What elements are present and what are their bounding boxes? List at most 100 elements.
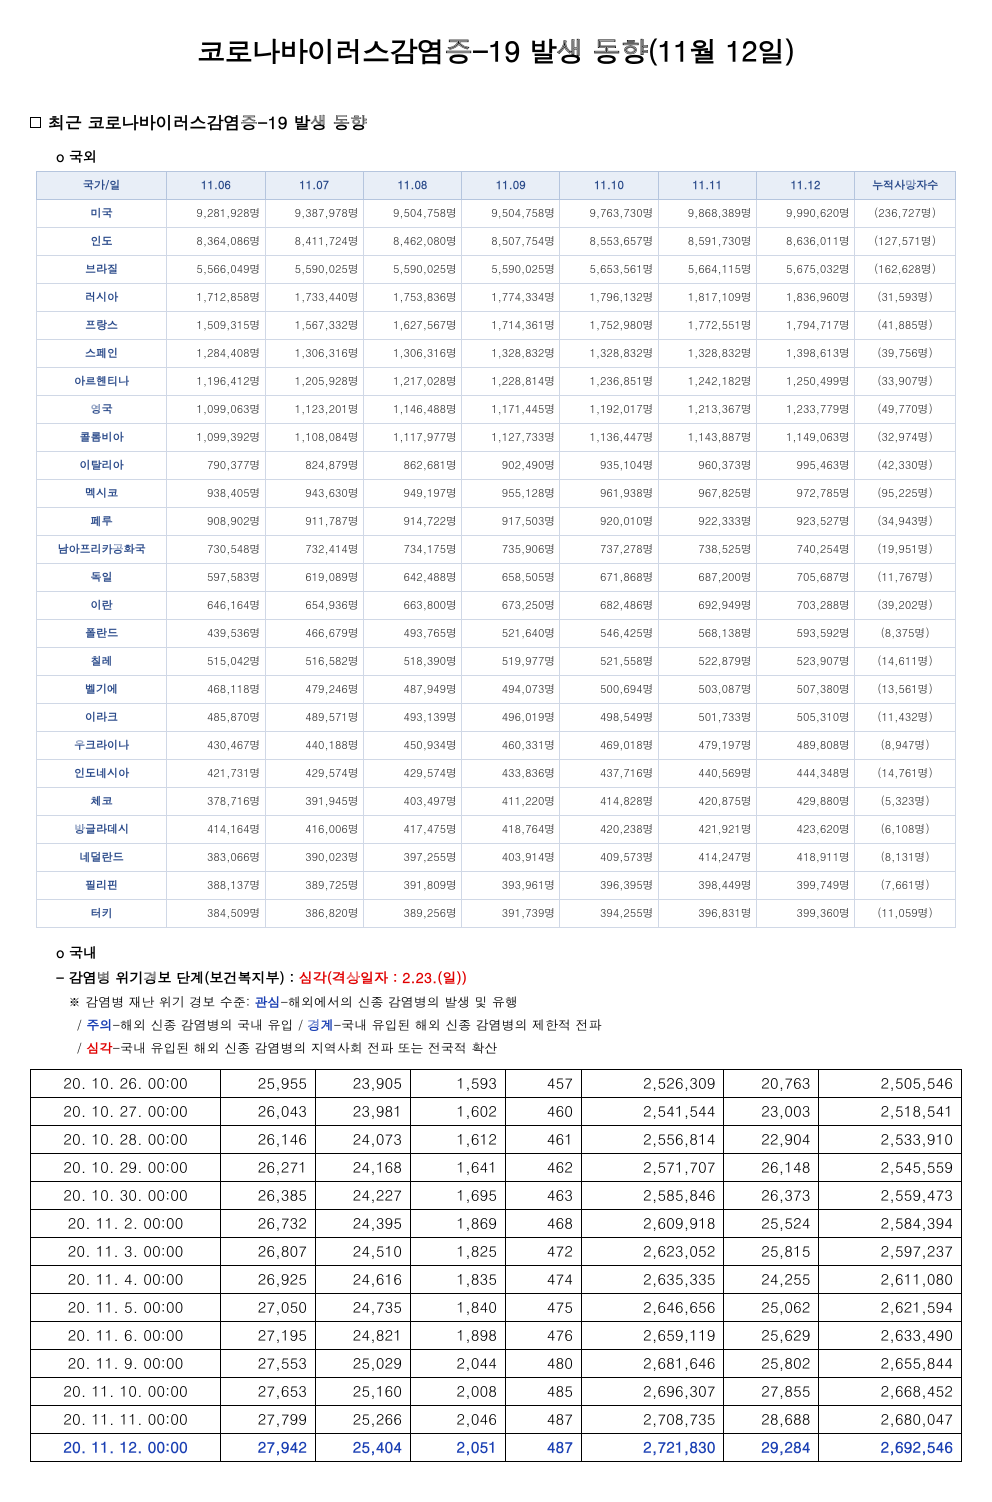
deaths-cell: (8,131명) [855, 844, 956, 872]
value-cell: 1,127,733명 [462, 424, 560, 452]
value-cell: 824,879명 [265, 452, 363, 480]
table-row: 이란646,164명654,936명663,800명673,250명682,48… [37, 592, 956, 620]
value-cell: 1,196,412명 [167, 368, 265, 396]
value-cell: 1,612 [411, 1126, 506, 1154]
table-row: 독일597,583명619,089명642,488명658,505명671,86… [37, 564, 956, 592]
value-cell: 1,898 [411, 1322, 506, 1350]
country-cell: 이탈리아 [37, 452, 167, 480]
deaths-cell: (34,943명) [855, 508, 956, 536]
country-cell: 필리핀 [37, 872, 167, 900]
table-row: 남아프리카공화국730,548명732,414명734,175명735,906명… [37, 536, 956, 564]
value-cell: 1,171,445명 [462, 396, 560, 424]
value-cell: 967,825명 [658, 480, 756, 508]
deaths-cell: (11,767명) [855, 564, 956, 592]
value-cell: 1,695 [411, 1182, 506, 1210]
table-row: 20. 11. 6. 00:0027,19524,8211,8984762,65… [31, 1322, 962, 1350]
value-cell: 597,583명 [167, 564, 265, 592]
deaths-cell: (162,628명) [855, 256, 956, 284]
value-cell: 25,955 [221, 1070, 316, 1098]
value-cell: 457 [506, 1070, 582, 1098]
value-cell: 1,712,858명 [167, 284, 265, 312]
country-cell: 이란 [37, 592, 167, 620]
value-cell: 1,284,408명 [167, 340, 265, 368]
value-cell: 437,716명 [560, 760, 658, 788]
value-cell: 1,836,960명 [756, 284, 854, 312]
value-cell: 474 [506, 1266, 582, 1294]
table-row: 브라질5,566,049명5,590,025명5,590,025명5,590,0… [37, 256, 956, 284]
value-cell: 673,250명 [462, 592, 560, 620]
value-cell: 8,636,011명 [756, 228, 854, 256]
value-cell: 2,633,490 [819, 1322, 962, 1350]
value-cell: 1,250,499명 [756, 368, 854, 396]
value-cell: 23,905 [316, 1070, 411, 1098]
value-cell: 2,505,546 [819, 1070, 962, 1098]
value-cell: 1,796,132명 [560, 284, 658, 312]
table-row: 필리핀388,137명389,725명391,809명393,961명396,3… [37, 872, 956, 900]
value-cell: 414,828명 [560, 788, 658, 816]
value-cell: 5,664,115명 [658, 256, 756, 284]
value-cell: 5,590,025명 [363, 256, 461, 284]
value-cell: 920,010명 [560, 508, 658, 536]
value-cell: 703,288명 [756, 592, 854, 620]
value-cell: 654,936명 [265, 592, 363, 620]
intl-table-wrap: 국가/일11.0611.0711.0811.0911.1011.1111.12누… [36, 171, 956, 928]
level-juui-desc: -해외 신종 감염병의 국내 유입 [112, 1015, 293, 1034]
value-cell: 25,629 [724, 1322, 819, 1350]
intl-header-cell: 누적사망자수 [855, 172, 956, 200]
date-cell: 20. 10. 29. 00:00 [31, 1154, 221, 1182]
value-cell: 493,139명 [363, 704, 461, 732]
value-cell: 420,238명 [560, 816, 658, 844]
value-cell: 25,029 [316, 1350, 411, 1378]
value-cell: 1,328,832명 [462, 340, 560, 368]
level-gyeonggye-desc: -국내 유입된 해외 신종 감염병의 제한적 전파 [334, 1015, 602, 1034]
intl-header-cell: 11.07 [265, 172, 363, 200]
value-cell: 1,217,028명 [363, 368, 461, 396]
value-cell: 1,627,567명 [363, 312, 461, 340]
value-cell: 1,714,361명 [462, 312, 560, 340]
value-cell: 386,820명 [265, 900, 363, 928]
value-cell: 9,504,758명 [363, 200, 461, 228]
country-cell: 미국 [37, 200, 167, 228]
value-cell: 388,137명 [167, 872, 265, 900]
value-cell: 1,328,832명 [658, 340, 756, 368]
value-cell: 923,527명 [756, 508, 854, 536]
date-cell: 20. 11. 9. 00:00 [31, 1350, 221, 1378]
country-cell: 영국 [37, 396, 167, 424]
value-cell: 383,066명 [167, 844, 265, 872]
date-cell: 20. 11. 10. 00:00 [31, 1378, 221, 1406]
table-row: 영국1,099,063명1,123,201명1,146,488명1,171,44… [37, 396, 956, 424]
value-cell: 463 [506, 1182, 582, 1210]
table-row: 미국9,281,928명9,387,978명9,504,758명9,504,75… [37, 200, 956, 228]
value-cell: 440,188명 [265, 732, 363, 760]
square-bullet-icon [30, 117, 41, 128]
value-cell: 418,764명 [462, 816, 560, 844]
value-cell: 523,907명 [756, 648, 854, 676]
value-cell: 26,146 [221, 1126, 316, 1154]
date-cell: 20. 11. 6. 00:00 [31, 1322, 221, 1350]
value-cell: 515,042명 [167, 648, 265, 676]
value-cell: 1,567,332명 [265, 312, 363, 340]
table-row: 20. 10. 29. 00:0026,27124,1681,6414622,5… [31, 1154, 962, 1182]
country-cell: 페루 [37, 508, 167, 536]
value-cell: 1,840 [411, 1294, 506, 1322]
value-cell: 26,271 [221, 1154, 316, 1182]
value-cell: 2,545,559 [819, 1154, 962, 1182]
value-cell: 1,149,063명 [756, 424, 854, 452]
value-cell: 480 [506, 1350, 582, 1378]
value-cell: 450,934명 [363, 732, 461, 760]
value-cell: 1,123,201명 [265, 396, 363, 424]
value-cell: 2,609,918 [581, 1210, 724, 1238]
value-cell: 938,405명 [167, 480, 265, 508]
value-cell: 908,902명 [167, 508, 265, 536]
value-cell: 24,395 [316, 1210, 411, 1238]
intl-header-cell: 11.08 [363, 172, 461, 200]
value-cell: 5,590,025명 [265, 256, 363, 284]
value-cell: 414,164명 [167, 816, 265, 844]
country-cell: 칠레 [37, 648, 167, 676]
value-cell: 8,462,080명 [363, 228, 461, 256]
value-cell: 460,331명 [462, 732, 560, 760]
value-cell: 421,921명 [658, 816, 756, 844]
value-cell: 1,869 [411, 1210, 506, 1238]
value-cell: 27,553 [221, 1350, 316, 1378]
deaths-cell: (31,593명) [855, 284, 956, 312]
